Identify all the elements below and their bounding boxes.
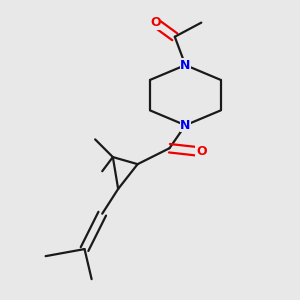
Text: N: N bbox=[180, 119, 190, 132]
Text: O: O bbox=[150, 16, 160, 29]
Text: O: O bbox=[196, 145, 207, 158]
Text: N: N bbox=[180, 58, 190, 72]
